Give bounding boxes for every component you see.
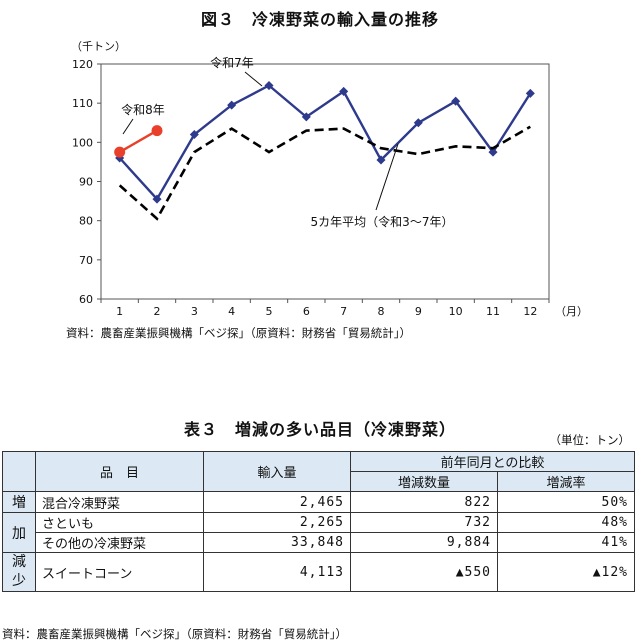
cell-rate: ▲12%: [497, 552, 635, 592]
x-tick-label: 2: [154, 305, 161, 318]
label-reiwa7: 令和7年: [210, 55, 254, 70]
x-tick-label: 6: [303, 305, 310, 318]
x-tick-label: 8: [378, 305, 385, 318]
header-compare: 前年同月との比較: [350, 451, 635, 472]
cell-item: その他の冷凍野菜: [35, 532, 204, 553]
x-tick-label: 7: [340, 305, 347, 318]
cell-import: 2,265: [203, 512, 351, 533]
y-tick-label: 90: [79, 176, 93, 189]
data-point-r7: [189, 129, 199, 140]
cell-import: 4,113: [203, 552, 351, 592]
data-point-r7: [227, 100, 237, 110]
cell-change: ▲550: [350, 552, 498, 592]
x-axis-label: （月）: [555, 305, 588, 318]
cell-rate: 50%: [497, 491, 635, 513]
cell-item: スイートコーン: [35, 552, 204, 592]
cell-import: 2,465: [203, 491, 351, 513]
x-tick-label: 12: [523, 305, 537, 318]
x-tick-label: 3: [191, 305, 198, 318]
table-row: 増 混合冷凍野菜 2,465 822 50%: [2, 491, 635, 513]
x-tick-label: 1: [116, 305, 123, 318]
header-item: 品 目: [35, 451, 204, 492]
header-rate: 増減率: [497, 471, 635, 492]
side-label-decrease: 減 少: [2, 552, 36, 592]
table-unit-note: （単位：トン）: [549, 433, 631, 447]
table-row: 加 さといも 2,265 732 48%: [2, 512, 635, 553]
label-reiwa8: 令和8年: [121, 102, 165, 117]
x-tick-label: 11: [486, 305, 500, 318]
series-line-0: [118, 84, 532, 202]
table-row: 減 少 スイートコーン 4,113 ▲550 ▲12%: [2, 552, 635, 592]
header-import: 輸入量: [203, 451, 351, 492]
y-tick-label: 70: [79, 254, 93, 267]
cell-change: 732: [350, 512, 498, 533]
x-tick-label: 5: [266, 305, 273, 318]
cell-item: 混合冷凍野菜: [35, 491, 204, 513]
cell-import: 33,848: [203, 532, 351, 553]
header-change: 増減数量: [350, 471, 498, 492]
y-axis-label: （千トン）: [71, 40, 126, 53]
table-header-corner: [2, 451, 36, 492]
table-row: その他の冷凍野菜 33,848 9,884 41%: [3, 532, 635, 553]
series-line-1: [119, 129, 158, 154]
side-label-zou: 増: [2, 491, 36, 513]
x-tick-label: 10: [449, 305, 463, 318]
side-label-ka: 加: [2, 512, 36, 553]
label-5yr-avg: 5カ年平均（令和3～7年）: [311, 214, 454, 229]
data-point-r8: [114, 146, 126, 158]
table-title: 表３ 増減の多い品目（冷凍野菜）: [183, 420, 456, 439]
data-point-r7: [525, 88, 535, 98]
side-label-shou: 少: [12, 573, 26, 589]
side-label-gen: 減: [12, 554, 26, 570]
cell-item: さといも: [35, 512, 204, 533]
cell-change: 9,884: [350, 532, 498, 553]
data-point-r8: [151, 125, 163, 137]
cell-rate: 48%: [497, 512, 635, 533]
y-tick-label: 60: [79, 293, 93, 306]
data-point-r7: [152, 194, 162, 204]
data-point-r7: [451, 96, 461, 106]
cell-change: 822: [350, 491, 498, 513]
data-point-r7: [339, 86, 349, 96]
data-point-r7: [264, 81, 274, 91]
x-tick-label: 4: [228, 305, 235, 318]
label-leader-reiwa8: [122, 118, 134, 135]
y-tick-label: 120: [72, 58, 93, 71]
label-leader-reiwa7: [244, 71, 263, 87]
label-leader-5yr-avg: [375, 143, 399, 211]
series-line-2: [118, 125, 531, 221]
cell-rate: 41%: [497, 532, 635, 553]
data-point-r7: [413, 118, 423, 128]
y-tick-label: 100: [72, 136, 93, 149]
y-tick-label: 80: [79, 215, 93, 228]
chart-source-note: 資料：農畜産業振興機構「ベジ探」（原資料：財務省「貿易統計」）: [66, 326, 411, 340]
table-source-note: 資料：農畜産業振興機構「ベジ探」（原資料：財務省「貿易統計」）: [2, 627, 347, 641]
items-table: 品 目 輸入量 前年同月との比較 増減数量 増減率 増 混合冷凍野菜 2,465…: [2, 451, 635, 592]
y-tick-label: 110: [72, 97, 93, 110]
data-point-r7: [301, 112, 311, 122]
x-tick-label: 9: [415, 305, 422, 318]
chart-title: 図３ 冷凍野菜の輸入量の推移: [200, 10, 439, 29]
